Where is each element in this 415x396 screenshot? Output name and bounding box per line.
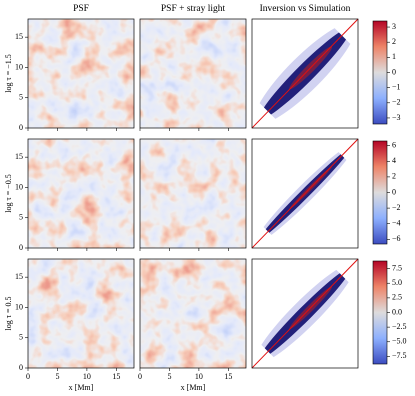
row-label: log τ = 0.5 — [4, 297, 13, 331]
y-tick-label: 15 — [15, 272, 23, 281]
colorbar-tick-label: 2 — [392, 172, 396, 181]
colorbar-tick-label: 5.0 — [392, 278, 402, 287]
colorbar-tick-label: 0 — [392, 67, 396, 76]
x-axis-label: x [Mm] — [69, 383, 94, 392]
colorbar-tick-label: −3 — [392, 113, 401, 122]
column-title: PSF + stray light — [161, 4, 226, 14]
x-axis-label: x [Mm] — [181, 383, 206, 392]
row-label: log τ = −1.5 — [4, 54, 13, 92]
colorbar-tick-label: 1 — [392, 52, 396, 61]
y-tick-label: 5 — [19, 333, 23, 342]
identity-line — [251, 18, 359, 129]
colorbar-tick-label: −6 — [392, 234, 401, 243]
y-tick-label: 10 — [15, 302, 23, 311]
colorbar-tick-label: −5.0 — [392, 337, 407, 346]
colorbar — [372, 140, 388, 245]
colorbar-tick-label: 0.0 — [392, 307, 402, 316]
identity-line — [251, 258, 359, 369]
colorbar — [372, 20, 388, 125]
y-tick-label: 0 — [19, 123, 23, 132]
identity-line — [251, 138, 359, 249]
panel-frame — [27, 18, 135, 129]
column-title: Inversion vs Simulation — [260, 4, 351, 14]
y-tick-label: 5 — [19, 213, 23, 222]
colorbar-tick-label: 2.5 — [392, 293, 402, 302]
colorbar-tick-label: 2 — [392, 37, 396, 46]
colorbar — [372, 260, 388, 365]
colorbar-tick-label: 6 — [392, 141, 396, 150]
x-tick-label: 0 — [26, 372, 30, 381]
colorbar-tick-label: −1 — [392, 82, 401, 91]
colorbar-tick-label: 4 — [392, 156, 396, 165]
panel-frame — [139, 258, 247, 369]
panel-frame — [27, 138, 135, 249]
map-image — [140, 259, 246, 368]
colorbar-tick-label: −2.5 — [392, 322, 407, 331]
column-title: PSF — [73, 4, 89, 14]
panel-frame — [139, 138, 247, 249]
panel-frame — [251, 18, 359, 129]
x-tick-label: 15 — [112, 372, 120, 381]
y-tick-label: 10 — [15, 182, 23, 191]
x-tick-label: 5 — [167, 372, 171, 381]
row-label: log τ = −0.5 — [4, 174, 13, 212]
y-tick-label: 15 — [15, 152, 23, 161]
y-tick-label: 0 — [19, 363, 23, 372]
map-image — [140, 139, 246, 248]
y-tick-label: 10 — [15, 62, 23, 71]
panel-frame — [251, 258, 359, 369]
colorbar-tick-label: 3 — [392, 22, 396, 31]
panel-frame — [139, 18, 247, 129]
map-image — [28, 139, 134, 248]
x-tick-label: 10 — [83, 372, 91, 381]
panel-frame — [251, 138, 359, 249]
x-tick-label: 15 — [224, 372, 232, 381]
panel-frame — [27, 258, 135, 369]
colorbar-tick-label: −7.5 — [392, 351, 407, 360]
y-tick-label: 0 — [19, 243, 23, 252]
map-image — [28, 19, 134, 128]
y-tick-label: 15 — [15, 32, 23, 41]
colorbar-tick-label: 7.5 — [392, 263, 402, 272]
colorbar-tick-label: −2 — [392, 98, 401, 107]
x-tick-label: 0 — [138, 372, 142, 381]
colorbar-tick-label: −4 — [392, 219, 401, 228]
y-tick-label: 5 — [19, 93, 23, 102]
x-tick-label: 10 — [195, 372, 203, 381]
x-tick-label: 5 — [55, 372, 59, 381]
colorbar-tick-label: −2 — [392, 203, 401, 212]
map-image — [28, 259, 134, 368]
map-image — [140, 19, 246, 128]
colorbar-tick-label: 0 — [392, 187, 396, 196]
